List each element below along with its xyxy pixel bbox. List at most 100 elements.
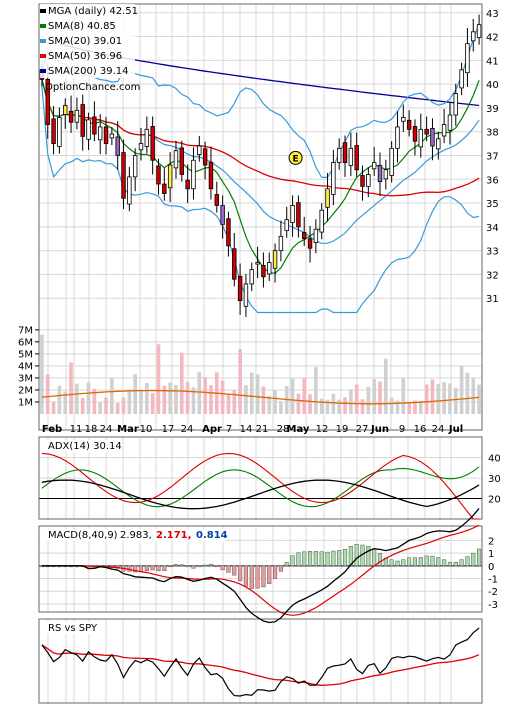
adx-tick-label: 20 [488,495,501,506]
volume-tick-label: 7M [18,325,33,336]
volume-bar [378,381,382,414]
candle-body [319,209,324,233]
macd-histogram-bar [471,552,476,567]
volume-bar [459,365,464,414]
volume-bar [448,383,452,414]
candle-body [185,179,190,190]
volume-bar [430,379,435,414]
volume-bar [40,334,44,414]
candle-body [97,126,103,141]
volume-bar [331,393,336,414]
volume-bar [86,382,91,414]
macd-histogram-bar [168,565,173,568]
candle-body [261,264,266,278]
macd-histogram-bar [319,551,324,567]
legend-swatch [40,24,46,28]
price-tick-label: 32 [486,270,499,281]
macd-histogram-bar [179,564,184,567]
x-axis-label: 24 [100,424,113,435]
candle-body [336,147,342,164]
macd-histogram-bar [278,565,283,572]
volume-bar [203,376,207,414]
x-axis-label: 10 [140,424,153,435]
adx-plus-di-line [41,466,480,508]
candle-body [156,165,161,185]
macd-histogram-bar [331,550,336,567]
price-tick-label: 35 [486,199,499,210]
macd-histogram-bar [348,546,353,567]
series-layer [39,14,482,697]
candle-body [325,188,330,208]
legend-entry: SMA(8) 40.85 [48,21,116,32]
volume-bar [249,372,254,414]
volume-bar [366,386,371,414]
candle-body [92,116,97,135]
volume-bar [372,378,376,414]
volume-bar [401,377,406,414]
volume-bar [424,384,429,414]
candle-body [74,109,80,123]
earnings-marker-label: E [292,154,298,164]
price-volume-panel-frame [38,3,483,431]
macd-histogram-bar [395,560,400,567]
x-axis-label: May [287,424,310,435]
volume-bar [168,382,172,414]
volume-bar [220,380,225,414]
macd-histogram-bar [255,565,260,589]
adx-tick-label: 40 [488,454,501,465]
volume-bar [261,386,266,414]
candle-body [418,128,424,148]
macd-signal-value: 2.171, [156,530,191,541]
candle-body [249,269,254,285]
macd-histogram-bar [424,555,429,567]
candle-body [208,161,214,190]
macd-histogram-bar [226,565,231,573]
volume-bar [413,400,417,414]
volume-bar [156,344,161,414]
volume-bar [436,384,441,414]
macd-histogram-bar [377,553,383,567]
candle-body [348,147,354,166]
candle-body [197,145,202,155]
volume-bar [174,385,178,414]
macd-label-bg [40,529,225,541]
macd-label: MACD(8,40,9) [48,530,118,541]
macd-histogram-bar [389,559,394,567]
x-axis-label: 19 [336,424,349,435]
price-tick-label: 42 [486,33,499,44]
x-axis-label: 21 [256,424,269,435]
volume-average-line [41,389,480,405]
volume-bar [453,387,458,414]
volume-bar [314,367,318,414]
macd-histogram-bar [453,562,458,567]
volume-bar [145,383,149,414]
candle-body [424,128,429,135]
macd-histogram-bar [138,565,144,572]
legend-entry: SMA(20) 39.01 [48,36,122,47]
price-tick-label: 41 [486,56,499,67]
volume-bar [80,397,85,414]
volume-bar [418,400,423,414]
candle-body [121,152,126,199]
macd-histogram-bar [150,565,155,571]
macd-histogram-bar [401,559,406,567]
x-axis-label: Feb [42,424,62,435]
candle-body [243,283,249,307]
candle-body [436,138,441,150]
volume-tick-label: 1M [18,397,33,408]
volume-bar [139,389,143,414]
price-tick-label: 40 [486,80,499,91]
macd-tick-label: -3 [488,600,498,611]
candle-body [459,69,464,89]
macd-histogram-bar [243,565,248,587]
volume-bar [360,399,365,414]
candle-body [232,248,237,280]
x-axis-label: 7 [226,424,232,435]
rs-line [41,627,480,697]
volume-bar [98,402,103,414]
macd-histogram-bar [173,564,179,567]
volume-bar [209,385,213,414]
adx-panel-frame [38,436,483,520]
volume-bar [185,382,190,414]
